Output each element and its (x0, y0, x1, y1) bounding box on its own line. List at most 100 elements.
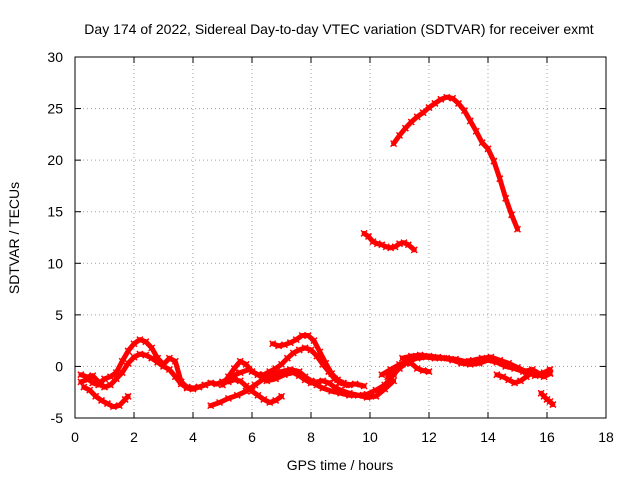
data-point (263, 377, 271, 385)
data-point (254, 371, 262, 379)
data-point (248, 368, 256, 376)
data-point (490, 157, 498, 165)
data-point (298, 331, 306, 340)
data-point (280, 371, 288, 379)
data-point (334, 376, 342, 384)
x-tick-label: 14 (480, 429, 496, 445)
data-point (378, 371, 386, 379)
data-point (325, 379, 333, 387)
x-tick-label: 6 (248, 429, 256, 445)
data-point (466, 117, 474, 125)
data-point (89, 372, 97, 380)
data-point (248, 387, 256, 395)
data-point (307, 379, 315, 387)
data-point (154, 358, 162, 366)
x-tick-label: 8 (307, 429, 315, 445)
data-point (118, 369, 126, 377)
data-point (304, 331, 312, 340)
data-point (260, 395, 268, 403)
data-point (171, 357, 179, 365)
data-point (136, 336, 144, 344)
y-axis-label: SDTVAR / TECUs (6, 182, 22, 294)
data-point (319, 377, 327, 385)
x-tick-label: 2 (130, 429, 138, 445)
data-point (307, 346, 315, 354)
data-point (213, 380, 221, 388)
data-point (425, 104, 433, 112)
data-point (242, 382, 250, 390)
data-point (106, 373, 114, 381)
data-point (460, 357, 468, 365)
data-point (95, 378, 103, 386)
y-tick-label: 10 (47, 255, 63, 271)
data-point (398, 354, 406, 362)
data-point (130, 340, 138, 348)
data-point (242, 360, 250, 368)
data-point (142, 338, 150, 346)
data-point (381, 385, 389, 393)
data-point (511, 379, 519, 387)
data-point (496, 175, 504, 183)
data-point (360, 229, 368, 237)
data-point (195, 383, 203, 391)
data-point (106, 381, 114, 389)
data-point (124, 392, 132, 400)
data-point (316, 348, 324, 356)
series-arc-15 (390, 93, 522, 233)
data-point (277, 392, 286, 400)
data-point (378, 241, 386, 249)
data-point (77, 371, 85, 379)
data-point (266, 368, 274, 376)
data-point (183, 384, 191, 392)
y-tick-label: 0 (55, 358, 63, 374)
data-point (419, 109, 427, 117)
x-tick-label: 18 (598, 429, 614, 445)
data-point (130, 353, 138, 361)
data-point (165, 354, 173, 362)
data-point (339, 379, 347, 387)
data-point (499, 373, 507, 381)
data-point (516, 377, 524, 385)
data-point (118, 357, 126, 365)
data-point (546, 370, 554, 378)
data-point (443, 354, 451, 362)
data-point (165, 365, 173, 374)
data-point (260, 371, 268, 379)
data-point (363, 393, 371, 401)
data-point (390, 140, 398, 148)
series-arc-10 (398, 351, 554, 380)
y-tick-label: 20 (47, 152, 63, 168)
data-point (83, 376, 91, 384)
data-point (534, 371, 542, 379)
data-point (236, 377, 244, 385)
data-point (254, 391, 262, 399)
data-point (301, 344, 309, 352)
y-tick-label: 30 (47, 49, 63, 65)
data-point (289, 369, 297, 377)
data-point (207, 379, 215, 387)
series-arc-7 (224, 376, 286, 407)
data-point (496, 356, 504, 364)
series-arc-13 (537, 389, 557, 409)
data-point (224, 394, 232, 402)
data-point (410, 246, 418, 254)
data-point (251, 381, 259, 389)
data-point (443, 93, 451, 101)
data-point (272, 396, 280, 404)
data-point (124, 347, 132, 355)
data-point (142, 351, 150, 359)
data-point (425, 368, 433, 376)
data-point (218, 381, 227, 389)
data-point (549, 401, 557, 409)
x-tick-label: 10 (362, 429, 378, 445)
data-point (230, 376, 238, 384)
data-point (425, 352, 433, 360)
data-point (505, 376, 513, 384)
data-point (100, 375, 109, 383)
data-point (434, 353, 442, 361)
data-point (328, 370, 336, 378)
x-tick-label: 12 (421, 429, 437, 445)
data-point (400, 239, 408, 247)
data-point (301, 376, 309, 384)
